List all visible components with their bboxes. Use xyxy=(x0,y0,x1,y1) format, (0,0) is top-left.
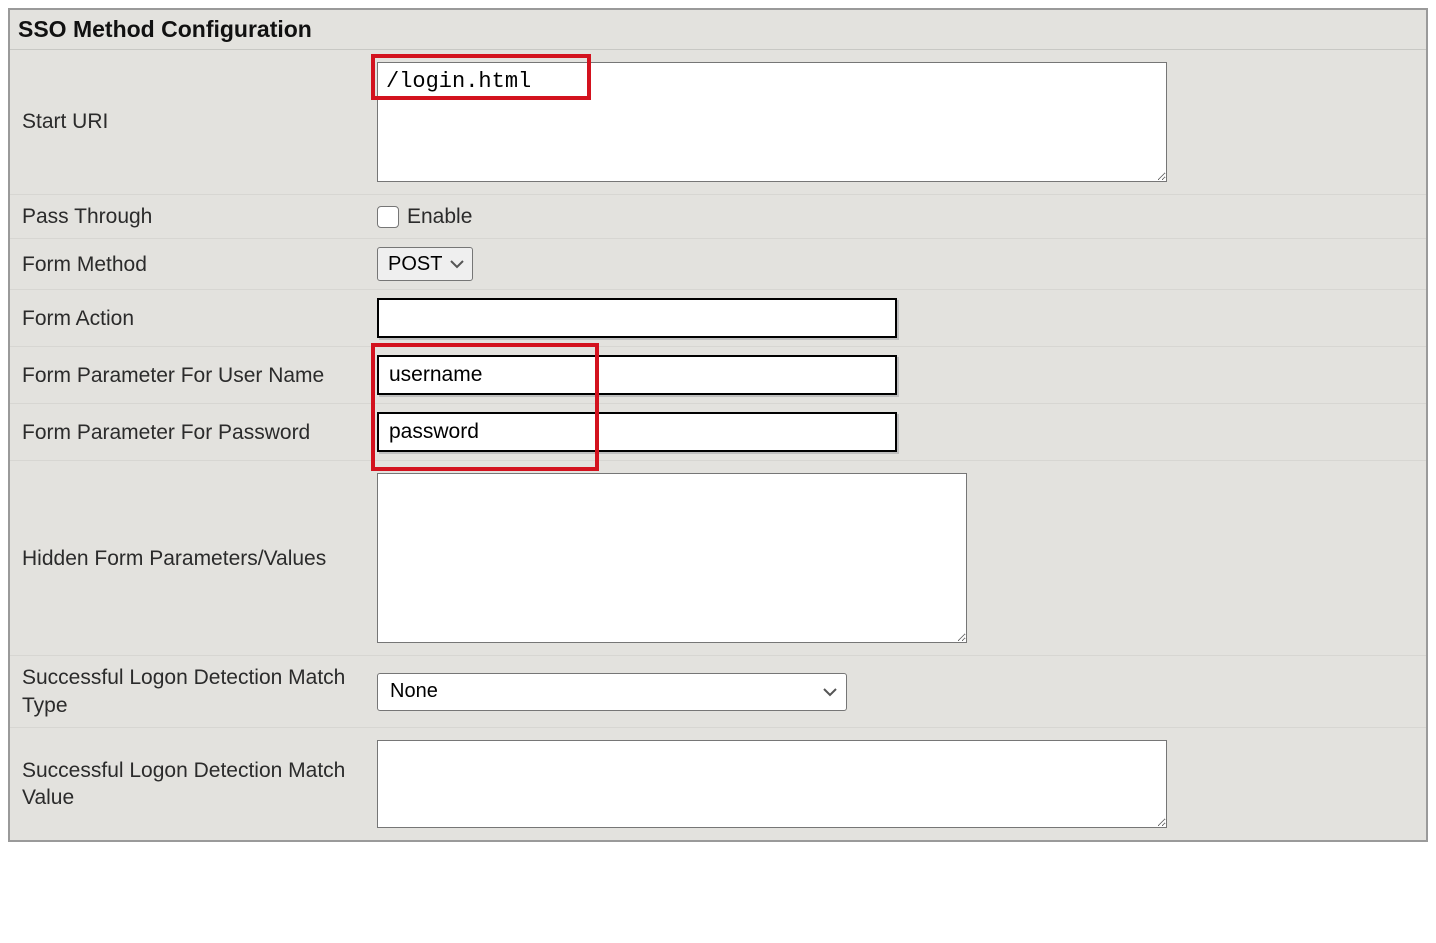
form-action-input[interactable] xyxy=(377,298,897,338)
sso-method-config-panel: SSO Method Configuration Start URI Pass … xyxy=(8,8,1428,842)
ctrl-form-param-password xyxy=(377,412,1414,452)
logon-match-value-input[interactable] xyxy=(377,740,1167,828)
label-start-uri: Start URI xyxy=(22,108,377,135)
logon-match-type-selected: None xyxy=(390,680,438,703)
row-form-action: Form Action xyxy=(10,290,1426,347)
row-hidden-params: Hidden Form Parameters/Values xyxy=(10,461,1426,656)
form-param-password-input[interactable] xyxy=(377,412,897,452)
label-hidden-params: Hidden Form Parameters/Values xyxy=(22,545,377,572)
chevron-down-icon xyxy=(822,686,838,698)
pass-through-checkbox-label: Enable xyxy=(407,205,472,229)
ctrl-logon-match-type: None xyxy=(377,673,1414,711)
logon-match-type-select[interactable]: None xyxy=(377,673,847,711)
ctrl-form-method: POST xyxy=(377,247,1414,281)
label-form-action: Form Action xyxy=(22,305,377,332)
ctrl-pass-through: Enable xyxy=(377,205,1414,229)
label-form-method: Form Method xyxy=(22,251,377,278)
label-form-param-password: Form Parameter For Password xyxy=(22,419,377,446)
form-param-username-input[interactable] xyxy=(377,355,897,395)
ctrl-start-uri xyxy=(377,62,1414,182)
row-form-method: Form Method POST xyxy=(10,239,1426,290)
row-start-uri: Start URI xyxy=(10,50,1426,195)
row-logon-match-value: Successful Logon Detection Match Value xyxy=(10,728,1426,840)
pass-through-checkbox[interactable] xyxy=(377,206,399,228)
chevron-down-icon xyxy=(450,259,464,269)
row-logon-match-type: Successful Logon Detection Match Type No… xyxy=(10,656,1426,728)
param-rows-wrapper: Form Parameter For User Name Form Parame… xyxy=(10,347,1426,461)
ctrl-hidden-params xyxy=(377,473,1414,643)
label-form-param-username: Form Parameter For User Name xyxy=(22,362,377,389)
form-method-selected: POST xyxy=(388,253,442,276)
row-form-param-password: Form Parameter For Password xyxy=(10,404,1426,461)
ctrl-logon-match-value xyxy=(377,740,1414,828)
row-pass-through: Pass Through Enable xyxy=(10,195,1426,239)
row-form-param-username: Form Parameter For User Name xyxy=(10,347,1426,404)
panel-title: SSO Method Configuration xyxy=(10,10,1426,50)
label-pass-through: Pass Through xyxy=(22,203,377,230)
start-uri-input[interactable] xyxy=(377,62,1167,182)
label-logon-match-value: Successful Logon Detection Match Value xyxy=(22,757,377,812)
ctrl-form-param-username xyxy=(377,355,1414,395)
hidden-params-input[interactable] xyxy=(377,473,967,643)
ctrl-form-action xyxy=(377,298,1414,338)
label-logon-match-type: Successful Logon Detection Match Type xyxy=(22,664,377,719)
form-method-select[interactable]: POST xyxy=(377,247,473,281)
